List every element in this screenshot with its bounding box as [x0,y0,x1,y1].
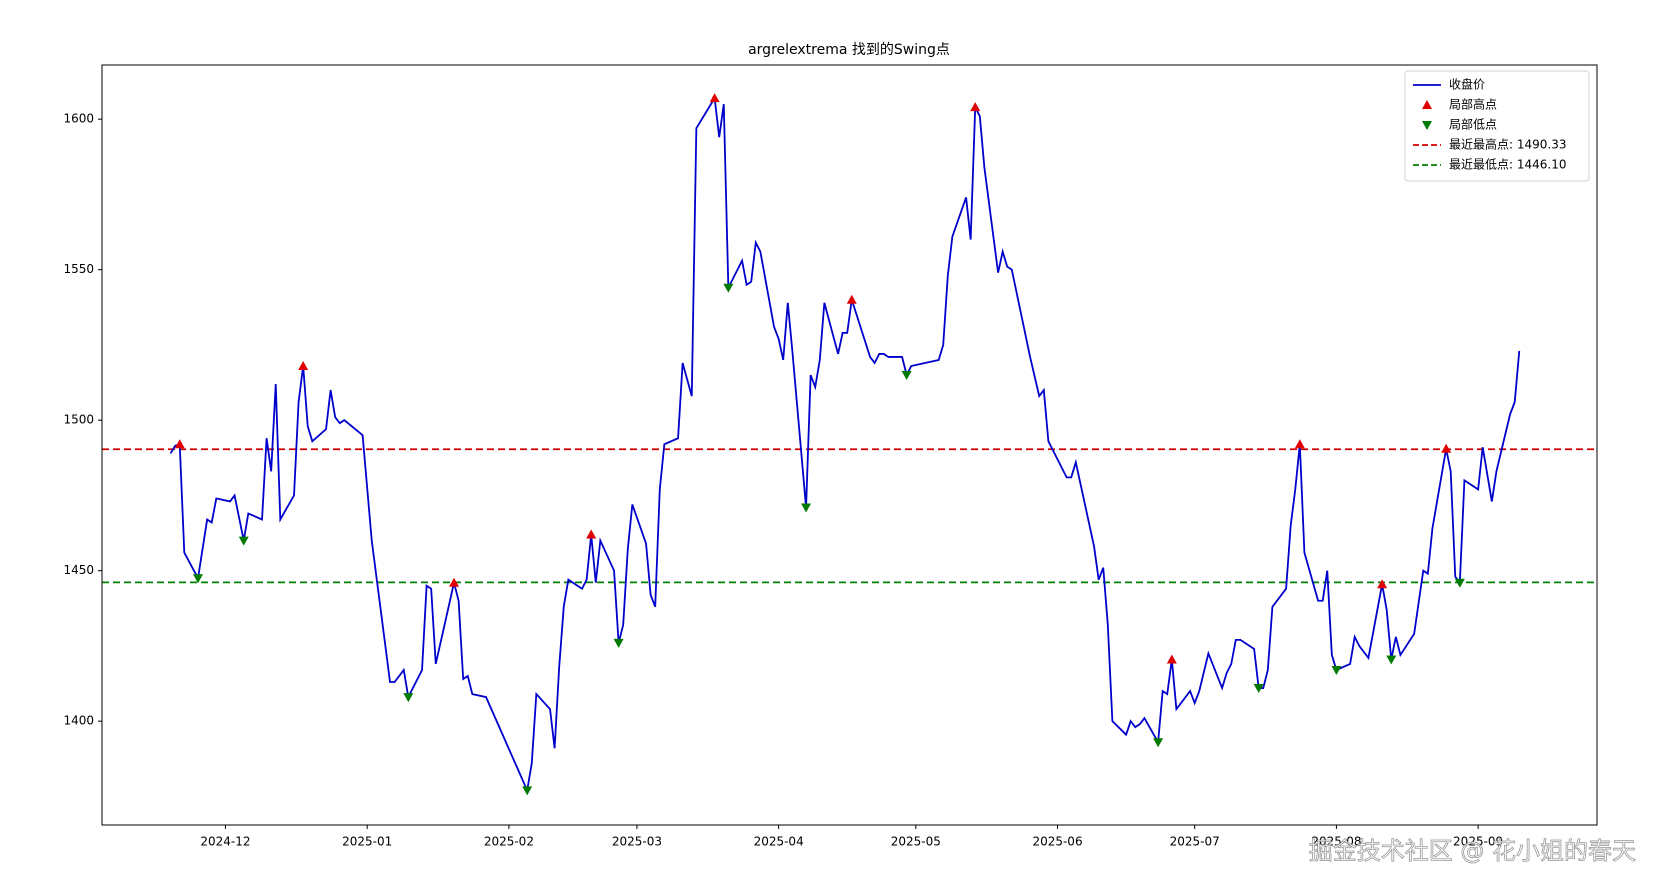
low-marker [801,503,812,513]
high-marker [1294,439,1305,449]
x-tick-label: 2025-06 [1032,835,1082,849]
legend-swatch [1422,121,1432,130]
high-marker [970,102,981,112]
legend-label: 最近最高点: 1490.33 [1449,137,1566,152]
high-marker [1377,579,1388,589]
low-marker [1386,655,1397,665]
x-tick-label: 2025-01 [342,835,392,849]
x-tick-label: 2025-04 [754,835,804,849]
low-marker [403,693,414,703]
chart-title: argrelextrema 找到的Swing点 [748,42,950,58]
legend-label: 局部低点 [1449,117,1497,132]
low-marker [723,283,734,293]
legend-swatch [1422,100,1432,109]
x-tick-label: 2025-09 [1453,835,1503,849]
legend-label: 最近最低点: 1446.10 [1449,158,1566,172]
y-tick-label: 1450 [63,563,94,577]
x-tick-label: 2025-08 [1311,835,1361,849]
high-marker [298,360,309,370]
x-tick-label: 2024-12 [200,835,250,849]
high-marker [1166,654,1177,664]
x-tick-label: 2025-03 [612,835,662,849]
low-marker [1331,665,1342,675]
legend-label: 局部高点 [1449,97,1497,112]
x-tick-label: 2025-02 [484,835,534,849]
high-marker [846,294,857,304]
y-tick-label: 1600 [63,112,94,126]
high-marker [174,439,185,449]
low-marker [613,638,624,648]
low-marker [522,786,533,796]
low-marker [193,574,204,584]
y-tick-label: 1550 [63,262,94,276]
plot-frame [101,64,1598,826]
low-marker [1454,578,1465,588]
y-tick-label: 1400 [63,714,94,728]
low-marker [901,371,912,381]
y-tick-label: 1500 [63,413,94,427]
x-tick-label: 2025-05 [891,835,941,849]
low-marker [1253,684,1264,694]
high-marker [1441,443,1452,453]
high-marker [449,577,460,587]
x-tick-label: 2025-07 [1170,835,1220,849]
legend-box [1404,70,1590,182]
high-marker [709,93,720,103]
low-marker [238,536,249,546]
watermark: 掘金技术社区 @ 花小姐的春天 [1309,837,1636,865]
high-marker [586,529,597,539]
legend-label: 收盘价 [1449,77,1485,92]
low-marker [1153,738,1164,748]
